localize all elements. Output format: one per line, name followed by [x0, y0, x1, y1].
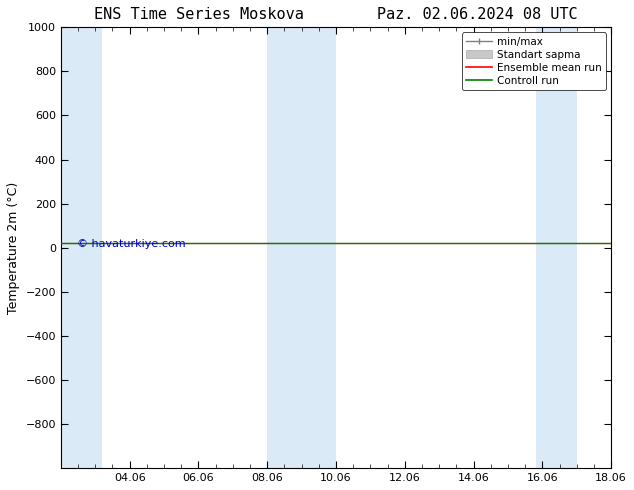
Bar: [267, 27, 336, 468]
Y-axis label: Temperature 2m (°C): Temperature 2m (°C): [7, 182, 20, 314]
Text: © havaturkiye.com: © havaturkiye.com: [77, 239, 186, 249]
Bar: [536, 27, 577, 468]
Bar: [61, 27, 102, 468]
Title: ENS Time Series Moskova        Paz. 02.06.2024 08 UTC: ENS Time Series Moskova Paz. 02.06.2024 …: [94, 7, 578, 22]
Legend: min/max, Standart sapma, Ensemble mean run, Controll run: min/max, Standart sapma, Ensemble mean r…: [462, 32, 606, 90]
